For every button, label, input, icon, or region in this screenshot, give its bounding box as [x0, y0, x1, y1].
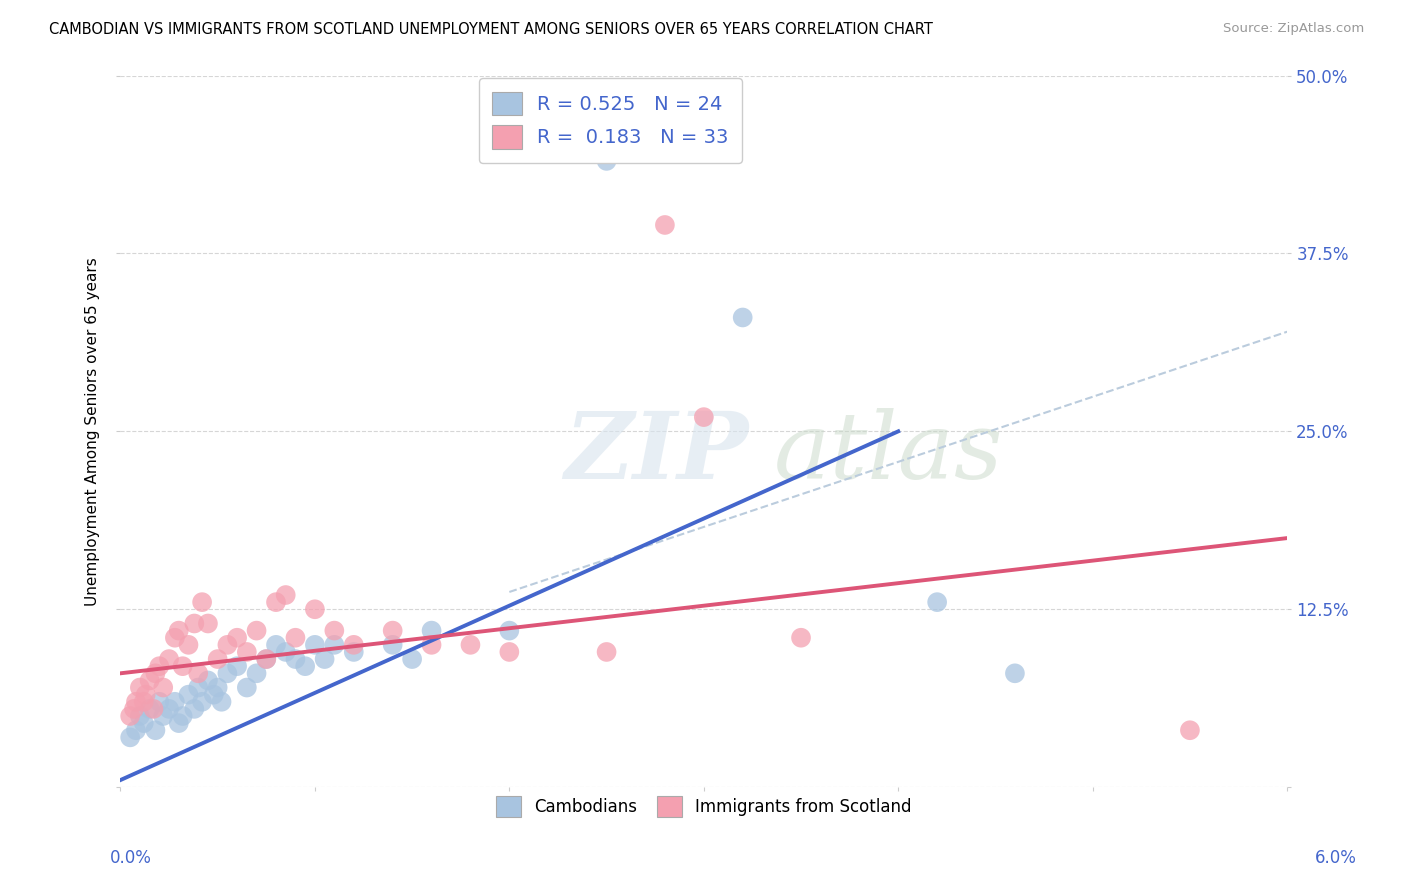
Point — [211, 695, 233, 709]
Point — [207, 681, 229, 695]
Point — [420, 624, 443, 638]
Point — [420, 638, 443, 652]
Point — [122, 702, 145, 716]
Point — [152, 709, 174, 723]
Point — [202, 688, 225, 702]
Point — [323, 638, 346, 652]
Point — [145, 723, 167, 738]
Point — [191, 595, 214, 609]
Point — [731, 310, 754, 325]
Point — [314, 652, 336, 666]
Point — [343, 638, 366, 652]
Point — [323, 624, 346, 638]
Point — [197, 616, 219, 631]
Text: 0.0%: 0.0% — [110, 849, 152, 867]
Point — [304, 602, 326, 616]
Point — [254, 652, 277, 666]
Point — [142, 702, 165, 716]
Point — [172, 709, 194, 723]
Point — [245, 624, 267, 638]
Point — [187, 666, 209, 681]
Point — [595, 153, 617, 168]
Text: Source: ZipAtlas.com: Source: ZipAtlas.com — [1223, 22, 1364, 36]
Point — [284, 631, 307, 645]
Point — [163, 695, 186, 709]
Point — [274, 645, 297, 659]
Point — [236, 681, 259, 695]
Point — [294, 659, 316, 673]
Point — [693, 410, 716, 425]
Point — [145, 666, 167, 681]
Point — [172, 659, 194, 673]
Point — [125, 695, 148, 709]
Point — [177, 638, 200, 652]
Point — [217, 666, 239, 681]
Point — [163, 631, 186, 645]
Point — [197, 673, 219, 688]
Point — [226, 659, 249, 673]
Point — [157, 652, 180, 666]
Point — [790, 631, 813, 645]
Point — [167, 716, 190, 731]
Point — [132, 716, 155, 731]
Point — [135, 688, 157, 702]
Point — [177, 688, 200, 702]
Point — [191, 695, 214, 709]
Point — [138, 673, 160, 688]
Point — [595, 645, 617, 659]
Y-axis label: Unemployment Among Seniors over 65 years: Unemployment Among Seniors over 65 years — [86, 257, 100, 606]
Text: CAMBODIAN VS IMMIGRANTS FROM SCOTLAND UNEMPLOYMENT AMONG SENIORS OVER 65 YEARS C: CAMBODIAN VS IMMIGRANTS FROM SCOTLAND UN… — [49, 22, 934, 37]
Text: atlas: atlas — [773, 408, 1004, 498]
Point — [183, 616, 205, 631]
Point — [927, 595, 949, 609]
Point — [207, 652, 229, 666]
Point — [125, 723, 148, 738]
Point — [217, 638, 239, 652]
Legend: Cambodians, Immigrants from Scotland: Cambodians, Immigrants from Scotland — [488, 789, 920, 825]
Text: ZIP: ZIP — [564, 408, 748, 498]
Point — [157, 702, 180, 716]
Point — [401, 652, 423, 666]
Point — [1004, 666, 1026, 681]
Point — [132, 695, 155, 709]
Point — [498, 645, 520, 659]
Point — [498, 624, 520, 638]
Point — [381, 638, 404, 652]
Point — [1178, 723, 1201, 738]
Point — [120, 709, 142, 723]
Point — [264, 638, 287, 652]
Point — [138, 702, 160, 716]
Text: 6.0%: 6.0% — [1315, 849, 1357, 867]
Point — [148, 659, 170, 673]
Point — [128, 709, 150, 723]
Point — [254, 652, 277, 666]
Point — [264, 595, 287, 609]
Point — [274, 588, 297, 602]
Point — [167, 624, 190, 638]
Point — [654, 218, 676, 232]
Point — [381, 624, 404, 638]
Point — [460, 638, 482, 652]
Point — [187, 681, 209, 695]
Point — [304, 638, 326, 652]
Point — [183, 702, 205, 716]
Point — [128, 681, 150, 695]
Point — [284, 652, 307, 666]
Point — [236, 645, 259, 659]
Point — [152, 681, 174, 695]
Point — [148, 695, 170, 709]
Point — [245, 666, 267, 681]
Point — [226, 631, 249, 645]
Point — [120, 731, 142, 745]
Point — [343, 645, 366, 659]
